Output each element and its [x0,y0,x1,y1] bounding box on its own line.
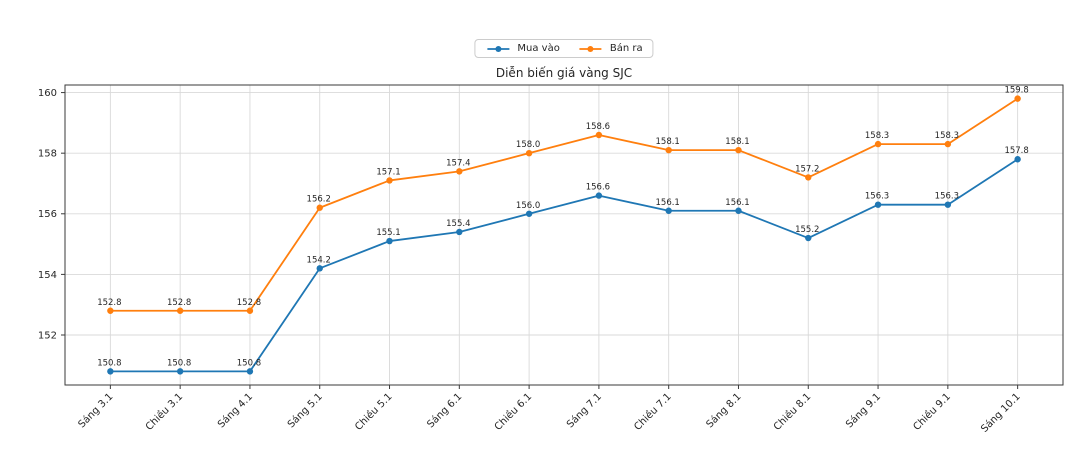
y-tick-label: 154 [38,270,57,281]
data-point-label: 155.1 [376,228,400,238]
legend: Mua vào Bán ra [474,39,654,58]
data-point-marker [595,131,603,139]
x-tick-label: Chiều 8.1 [771,391,813,433]
data-point-label: 156.6 [586,183,610,193]
data-point-marker [176,368,184,375]
data-point-marker [176,307,184,314]
series-line [110,158,1019,373]
legend-item-ban-ra: Bán ra [578,43,643,54]
data-point-marker [1014,95,1021,102]
legend-line-marker-icon [579,45,602,52]
data-point-label: 155.4 [446,219,470,229]
x-tick-label: Chiều 3.1 [143,391,185,433]
x-tick-label: Chiều 6.1 [492,391,534,433]
data-point-marker [107,307,114,314]
data-point-marker [246,307,254,314]
data-point-label: 156.2 [307,195,331,205]
data-point-label: 158.3 [935,131,959,141]
data-point-marker [805,174,812,181]
data-point-marker [735,207,742,214]
series-mua-vao: 150.8 150.8 150.8 154.2 155.1 155.4 156.0 156.6… [97,146,1029,375]
data-point-marker [665,207,672,214]
y-tick-label: 160 [38,88,57,99]
data-point-label: 157.1 [376,167,400,177]
data-point-label: 159.8 [1004,86,1028,96]
series-ban-ra: 152.8 152.8 152.8 156.2 157.1 157.4 158.0 158.6… [97,86,1029,314]
data-point-label: 150.8 [97,358,121,368]
x-tick-label: Chiều 7.1 [632,391,674,433]
data-point-marker [107,368,114,375]
data-point-marker [665,146,672,154]
data-point-marker [595,192,603,199]
x-tick-label: Sáng 6.1 [425,391,465,431]
data-point-label: 150.8 [237,358,261,368]
data-point-label: 156.1 [725,198,749,208]
legend-label-mua-vao: Mua vào [517,43,560,54]
legend-item-mua-vao: Mua vào [485,43,560,54]
x-tick-label: Chiều 5.1 [352,391,394,433]
data-point-label: 152.8 [237,298,261,308]
data-point-marker [246,368,254,375]
data-point-marker [525,149,533,157]
data-point-label: 158.3 [865,131,889,141]
data-point-label: 158.1 [656,137,680,147]
data-point-marker [525,210,533,217]
data-point-marker [944,140,952,148]
data-point-label: 157.2 [795,164,819,174]
y-tick-label: 158 [38,149,57,160]
data-point-marker [456,228,463,236]
x-tick-label: Sáng 8.1 [704,391,744,431]
x-tick-label: Sáng 4.1 [215,391,255,431]
data-point-label: 158.6 [586,122,610,132]
x-tick-label: Chiều 9.1 [911,391,953,433]
data-point-label: 157.4 [446,158,470,168]
x-tick-label: Sáng 7.1 [564,391,604,431]
data-point-marker [735,146,742,154]
data-point-label: 158.1 [725,137,749,147]
data-point-marker [944,201,952,208]
gridlines [65,85,1063,385]
chart-title: Diễn biến giá vàng SJC [495,66,633,80]
data-point-marker [386,177,393,184]
data-point-marker [316,265,323,272]
data-point-marker [805,234,812,242]
data-point-label: 156.3 [865,192,889,202]
data-point-marker [316,204,323,211]
x-tick-label: Sáng 3.1 [76,391,116,431]
data-point-marker [1014,156,1021,163]
x-axis: Sáng 3.1 Chiều 3.1 Sáng 4.1 Sáng 5.1 Chiều 5… [76,385,1023,435]
data-point-marker [874,201,882,208]
data-point-marker [386,237,393,245]
legend-line-marker-icon [487,45,510,52]
data-point-label: 150.8 [167,358,191,368]
y-tick-label: 156 [38,209,57,220]
data-point-label: 156.3 [935,192,959,202]
data-point-marker [456,168,463,175]
x-tick-label: Sáng 10.1 [978,391,1022,435]
y-axis: 152 154 156 158 160 [38,88,65,341]
x-tick-label: Sáng 9.1 [843,391,883,431]
data-point-label: 152.8 [167,298,191,308]
data-point-marker [874,140,882,148]
legend-label-ban-ra: Bán ra [609,43,643,54]
plot-border [64,84,1064,386]
data-point-label: 155.2 [795,225,819,235]
x-tick-label: Sáng 5.1 [285,391,325,431]
data-point-label: 157.8 [1004,146,1028,156]
y-tick-label: 152 [38,330,57,341]
data-point-label: 158.0 [516,140,540,150]
data-point-label: 154.2 [307,255,331,265]
data-point-label: 156.1 [656,198,680,208]
data-point-label: 152.8 [97,298,121,308]
series-line [110,97,1019,312]
data-point-label: 156.0 [516,201,540,211]
